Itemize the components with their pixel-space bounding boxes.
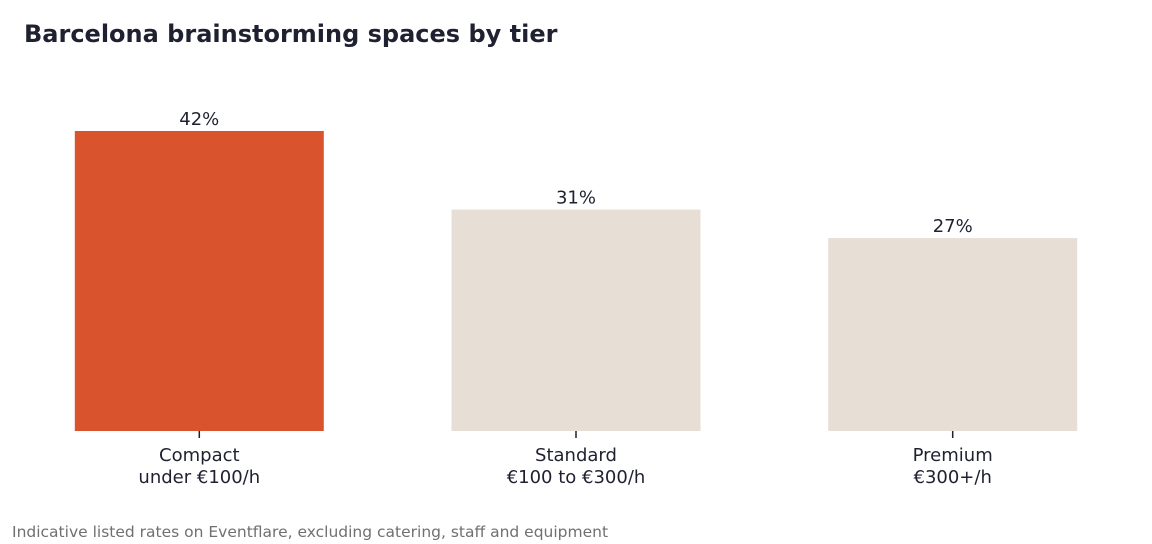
data-label-compact: 42% [179,109,219,130]
data-label-standard: 31% [556,188,596,209]
bar-standard [451,209,701,431]
bar-compact [74,131,324,431]
x-tick-label: under €100/h [138,467,260,488]
x-tick-label: Standard [535,445,617,466]
bar-premium [828,238,1078,431]
x-tick-label: Premium [913,445,993,466]
x-tick-label: €100 to €300/h [507,467,646,488]
chart-footnote: Indicative listed rates on Eventflare, e… [12,523,609,541]
chart-title: Barcelona brainstorming spaces by tier [24,20,558,48]
x-tick-label: Compact [159,445,240,466]
data-label-premium: 27% [933,216,973,237]
x-tick-label: €300+/h [914,467,992,488]
